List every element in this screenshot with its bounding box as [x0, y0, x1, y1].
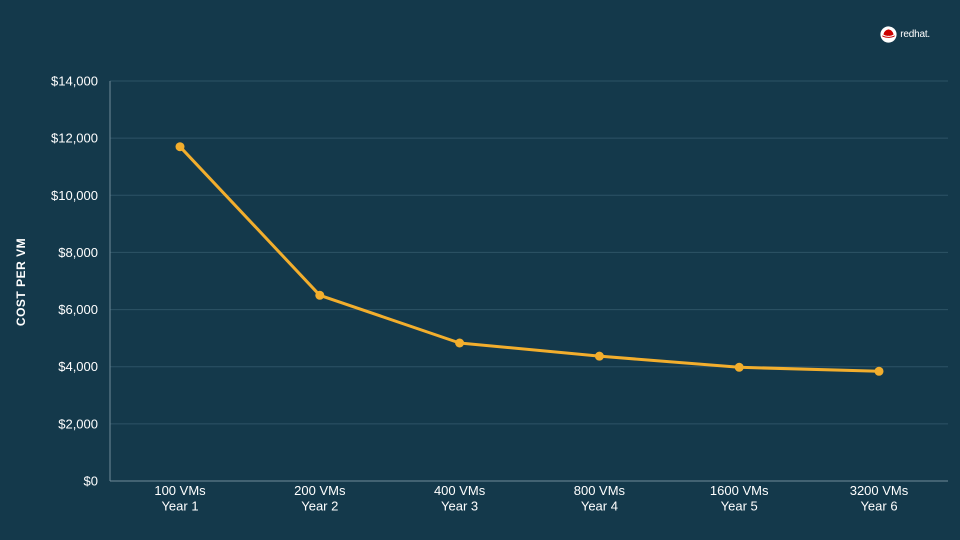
- data-point: [734, 362, 744, 372]
- brand-logo-text: redhat.: [900, 29, 930, 40]
- y-tick-label: $8,000: [58, 245, 98, 260]
- y-tick-label: $10,000: [51, 188, 98, 203]
- grid-lines: [110, 80, 948, 425]
- series-line: [178, 145, 880, 373]
- y-axis-title: COST PER VM: [14, 238, 28, 326]
- data-point: [594, 351, 604, 361]
- y-tick-label: $12,000: [51, 131, 98, 146]
- x-tick-label: 400 VMs Year 3: [434, 483, 486, 514]
- y-tick-label: $6,000: [58, 302, 98, 317]
- x-tick-label: 800 VMs Year 4: [574, 483, 626, 514]
- data-point: [175, 142, 185, 152]
- y-tick-label: $2,000: [58, 416, 98, 431]
- y-tick-label: $0: [84, 474, 98, 489]
- x-tick-label: 100 VMs Year 1: [154, 483, 206, 514]
- y-tick-label: $14,000: [51, 74, 98, 89]
- y-tick-labels: $0 $2,000 $4,000 $6,000 $8,000 $10,000 $12,000…: [51, 74, 98, 489]
- series-layer: [175, 142, 884, 376]
- brand-logo: redhat.: [880, 26, 930, 43]
- x-tick-label: 3200 VMs Year 6: [850, 483, 909, 514]
- x-tick-labels: 100 VMs Year 1 200 VMs Year 2 400 VMs Year 3 8…: [154, 483, 908, 514]
- data-point: [874, 366, 884, 376]
- x-tick-label: 200 VMs Year 2: [294, 483, 346, 514]
- y-tick-label: $4,000: [58, 359, 98, 374]
- data-point: [315, 290, 325, 300]
- data-point: [455, 338, 465, 348]
- redhat-shadowman-icon: [880, 26, 897, 43]
- x-tick-label: 1600 VMs Year 5: [710, 483, 769, 514]
